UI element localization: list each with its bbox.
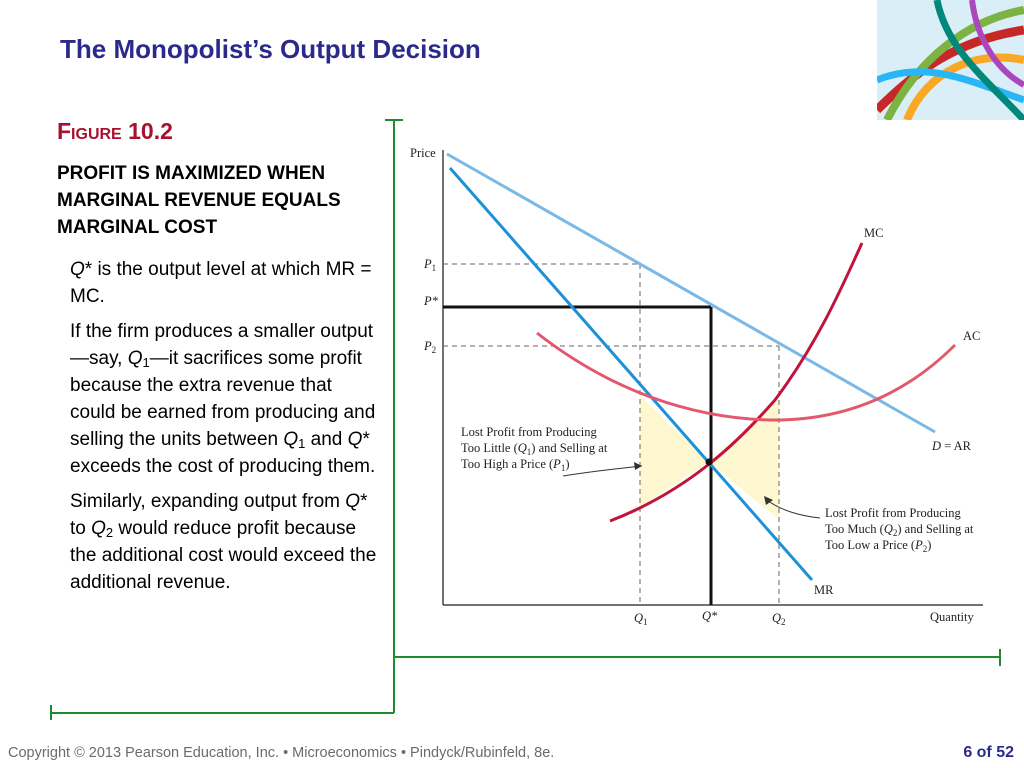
axes: [442, 150, 983, 606]
arrow-lost-much: [766, 499, 821, 519]
y-axis-label: Price: [410, 146, 436, 160]
bullet-2: If the firm produces a smaller output—sa…: [70, 318, 380, 480]
svg-text:Too Little (Q1) and Selling at: Too Little (Q1) and Selling at: [461, 441, 608, 457]
mc-label: MC: [864, 226, 883, 240]
figure-caption: PROFIT IS MAXIMIZED WHEN MARGINAL REVENU…: [57, 163, 341, 238]
mr-curve: [448, 167, 814, 581]
lost-profit-much-area: [709, 399, 779, 520]
svg-text:Too Much (Q2) and Selling at: Too Much (Q2) and Selling at: [825, 522, 974, 538]
tick-q1: Q1: [634, 611, 648, 627]
frame-lines: [50, 119, 1001, 720]
bullet-2-sub-c: 1: [142, 355, 150, 370]
bullet-1: Q* is the output level at which MR = MC.: [70, 256, 380, 310]
bullet-3-sym-b: Q: [345, 491, 361, 512]
tick-pstar: P*: [423, 294, 439, 308]
ac-curve: [536, 331, 957, 422]
bullet-2-text-a: If the firm produces a smaller output—sa…: [70, 321, 374, 369]
bullet-1-text: * is the output level at which MR = MC.: [70, 259, 372, 307]
svg-text:Too Low a Price (P2): Too Low a Price (P2): [825, 538, 931, 554]
footer-copyright: Copyright © 2013 Pearson Education, Inc.…: [8, 745, 555, 761]
page-number: 6 of 52: [963, 744, 1014, 761]
annotation-lost-little: Lost Profit from Producing Too Little (Q…: [461, 425, 608, 473]
demand-label: D = AR: [931, 439, 972, 453]
annotation-lost-much: Lost Profit from Producing Too Much (Q2)…: [825, 506, 974, 554]
x-axis-label: Quantity: [930, 610, 974, 624]
bullet-3-text-c: * to: [70, 491, 368, 539]
optimum-lines: [443, 305, 713, 605]
arrow-lost-little-head: [634, 462, 642, 470]
bullet-3: Similarly, expanding output from Q* to Q…: [70, 488, 380, 596]
bullet-2-text-i: * exceeds the cost of producing them.: [70, 429, 376, 477]
svg-text:Lost Profit from Producing: Lost Profit from Producing: [825, 506, 962, 520]
slide-title: The Monopolist’s Output Decision: [60, 34, 481, 64]
svg-text:Lost Profit from Producing: Lost Profit from Producing: [461, 425, 598, 439]
figure-label: Figure 10.2: [57, 118, 173, 144]
optimum-point: [705, 458, 713, 466]
tick-qstar: Q*: [702, 609, 718, 623]
bullet-3-sym-d: Q: [91, 518, 106, 539]
ac-label: AC: [963, 329, 980, 343]
bullet-2-text-d: —it sacrifices some profit because the e…: [70, 348, 376, 450]
arrow-lost-much-head: [764, 496, 773, 505]
bullet-3-text-f: would reduce profit because the addition…: [70, 518, 377, 593]
explanation-text: Q* is the output level at which MR = MC.…: [70, 256, 380, 604]
bullet-1-symbol: Q: [70, 259, 85, 280]
bullet-2-sub-f: 1: [298, 436, 306, 451]
svg-text:Too High a Price (P1): Too High a Price (P1): [461, 457, 569, 473]
tick-p1: P1: [423, 257, 436, 273]
lost-profit-little-area: [640, 396, 709, 507]
tick-p2: P2: [423, 339, 436, 355]
bullet-2-sym-e: Q: [283, 429, 299, 450]
bullet-2-text-g: and: [305, 429, 348, 450]
arrow-lost-little: [562, 465, 643, 477]
demand-ar-curve: [446, 152, 936, 434]
bullet-2-sym-h: Q: [347, 429, 363, 450]
mr-label: MR: [814, 583, 834, 597]
bullet-3-sub-e: 2: [105, 525, 114, 540]
bullet-2-sym-b: Q: [127, 348, 143, 369]
decorative-ribbons-image: [877, 0, 1024, 120]
tick-q2: Q2: [772, 611, 786, 627]
guide-lines: [443, 263, 780, 605]
bullet-3-text-a: Similarly, expanding output from: [70, 491, 346, 512]
mc-curve: [609, 242, 864, 523]
